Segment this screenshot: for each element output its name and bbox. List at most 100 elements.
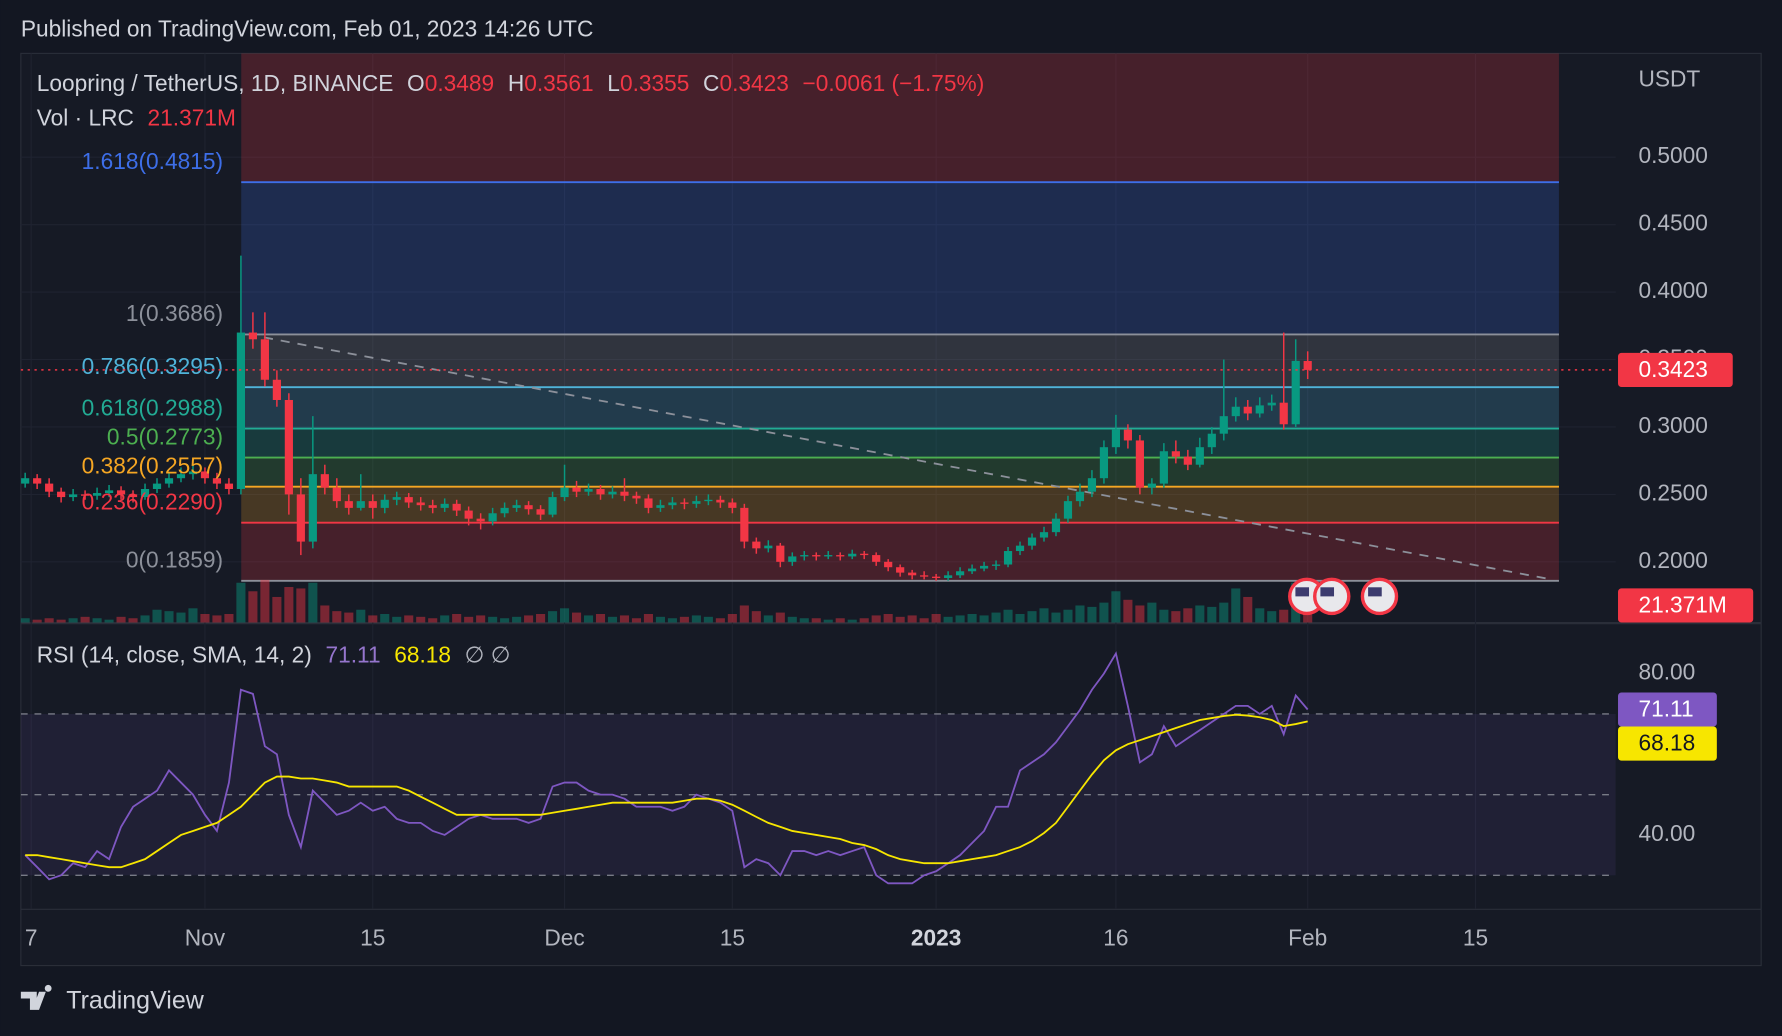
volume-bar <box>871 615 881 623</box>
volume-bar <box>979 615 989 623</box>
y-tick-label: 0.3000 <box>1638 412 1707 438</box>
volume-bar <box>32 619 42 623</box>
volume-bar <box>1039 608 1049 623</box>
sma-badge <box>1618 726 1717 761</box>
candle-body <box>979 565 989 569</box>
candle-body <box>1015 545 1025 552</box>
volume-bar <box>308 582 318 623</box>
volume-bar <box>1099 602 1109 623</box>
volume-bar <box>739 605 749 623</box>
price-badge <box>1618 352 1733 387</box>
candle-body <box>668 502 677 506</box>
candle-body <box>200 471 210 479</box>
candle-body <box>704 499 713 502</box>
volume-bar <box>116 616 126 623</box>
candle-body <box>644 498 653 508</box>
candle-body <box>176 474 186 479</box>
rsi-line <box>24 651 1309 885</box>
volume-bar <box>320 605 330 623</box>
candle-body <box>860 553 869 556</box>
candle-body <box>1147 483 1156 488</box>
trend-line <box>263 336 1552 581</box>
candle-body <box>956 571 965 576</box>
candle-body <box>967 568 977 572</box>
candle-body <box>500 507 509 514</box>
y-tick-label: 0.4000 <box>1638 277 1707 303</box>
candle-body <box>560 487 569 498</box>
volume-bar <box>392 616 402 623</box>
volume-bar <box>1135 605 1145 623</box>
candle-body <box>81 494 90 496</box>
candle-body <box>620 491 629 496</box>
symbol: Loopring / TetherUS, 1D, BINANCE <box>37 70 394 96</box>
volume-bar <box>368 615 378 623</box>
volume-bar <box>404 615 414 623</box>
candle-body <box>1279 402 1288 425</box>
volume-bar <box>524 615 534 623</box>
rsi-value: 71.11 <box>325 642 380 668</box>
candle-body <box>1123 429 1132 441</box>
candle-body <box>33 478 42 484</box>
volume-bar <box>883 613 893 623</box>
candle-body <box>416 502 425 506</box>
event-flags[interactable] <box>1288 577 1399 616</box>
candle-body <box>812 555 821 557</box>
fib-label: 0.382(0.2557) <box>82 452 223 478</box>
rsi-tick-label: 80.00 <box>1638 659 1695 685</box>
candle-body <box>104 490 114 494</box>
candle-body <box>320 474 329 488</box>
volume-bar <box>188 608 198 623</box>
volume-bar <box>560 608 570 623</box>
volume-bar <box>488 616 498 623</box>
candle-body <box>152 483 162 489</box>
ohlc-letter: O <box>407 70 425 96</box>
volume-bar <box>571 612 582 623</box>
candle-body <box>991 564 1001 566</box>
y-tick-label: 0.5000 <box>1638 142 1707 168</box>
candle-body <box>824 555 833 557</box>
volume-bar <box>80 616 90 623</box>
candle-body <box>836 555 845 557</box>
volume-bar <box>1075 605 1085 623</box>
logo-icon <box>20 984 52 1010</box>
candle-body <box>944 575 953 579</box>
price-badge-text: 0.3423 <box>1638 356 1707 382</box>
candle-body <box>884 561 893 568</box>
candle-body <box>212 478 222 484</box>
volume-bar <box>823 619 833 623</box>
volume-bar <box>727 613 737 623</box>
candle-body <box>584 488 593 492</box>
volume-bar <box>428 618 438 623</box>
candle-body <box>548 497 557 515</box>
candle-body <box>896 567 905 573</box>
volume-bar <box>931 613 941 623</box>
flag-canton <box>1368 587 1382 597</box>
y-tick-label: 0.4500 <box>1638 210 1707 236</box>
fib-zone <box>241 486 1559 523</box>
change: −0.0061 (−1.75%) <box>803 70 985 96</box>
candle-body <box>284 399 293 495</box>
volume-bar <box>919 618 929 623</box>
candle-body <box>1135 440 1144 488</box>
candle-body <box>92 493 102 496</box>
volume-bar <box>248 591 258 623</box>
volume-bar <box>44 618 54 623</box>
volume-bar <box>284 587 294 623</box>
ohlc-value: 0.3489 <box>425 70 494 96</box>
price-unit: USDT <box>1638 66 1700 92</box>
candle-body <box>1051 518 1061 533</box>
volume-bar <box>1183 608 1193 623</box>
y-tick-label: 0.2500 <box>1638 479 1707 505</box>
volume-bar <box>1279 609 1289 623</box>
candle-body <box>608 491 617 495</box>
candle-body <box>1027 537 1037 546</box>
rsi-badge-text: 71.11 <box>1638 696 1693 722</box>
volume-bar <box>1255 608 1265 623</box>
volume-bar <box>548 611 558 623</box>
volume-bar <box>583 615 594 623</box>
x-tick-label: Nov <box>185 924 226 950</box>
volume-bar <box>380 613 390 623</box>
candle-body <box>488 513 497 522</box>
candle-body <box>1267 402 1276 406</box>
volume-bar <box>643 613 653 623</box>
